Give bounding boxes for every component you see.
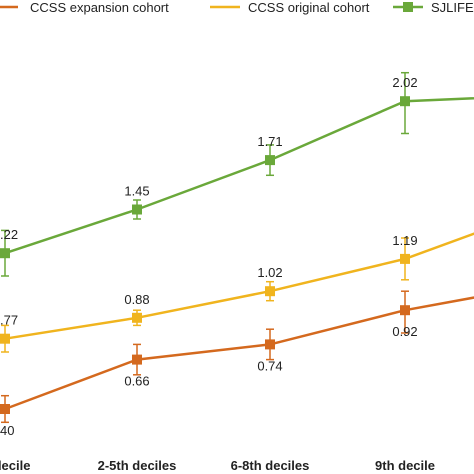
data-point <box>265 286 275 297</box>
data-label: 1.45 <box>124 184 149 199</box>
data-label: 0.88 <box>124 292 149 307</box>
legend-label: CCSS original cohort <box>248 0 370 15</box>
data-label: 1.19 <box>392 233 417 248</box>
series-line <box>4 97 474 255</box>
data-point <box>132 204 142 215</box>
data-label: 0.66 <box>124 374 149 389</box>
legend-item-ccss-expansion: CCSS expansion cohort <box>0 0 169 15</box>
data-label: 40 <box>0 423 14 438</box>
series-line <box>4 296 474 411</box>
data-point <box>265 155 275 166</box>
data-point <box>0 248 10 259</box>
data-label: 1.71 <box>257 134 282 149</box>
x-tick-label: 9th decile <box>375 458 435 473</box>
data-label: 0.92 <box>392 324 417 339</box>
data-point <box>0 404 10 414</box>
series-ccss-expansion-cohort <box>0 290 474 424</box>
data-point <box>132 354 142 365</box>
series-ccss-original-cohort <box>0 232 474 353</box>
data-point <box>400 305 410 316</box>
data-label: .77 <box>0 313 18 328</box>
legend-label: SJLIFE <box>431 0 474 15</box>
data-point <box>265 339 275 350</box>
data-label: 1.02 <box>257 265 282 280</box>
data-point <box>400 253 410 264</box>
x-tick-label: decile <box>0 458 30 473</box>
x-tick-label: 2-5th deciles <box>98 458 177 473</box>
x-tick-label: 6-8th deciles <box>231 458 310 473</box>
data-point <box>132 312 142 323</box>
data-label: 0.74 <box>257 358 282 373</box>
series-layer <box>0 71 474 424</box>
series-sjlife <box>0 71 474 277</box>
legend-item-ccss-original: CCSS original cohort <box>210 0 370 15</box>
data-label: 2.02 <box>392 75 417 90</box>
legend-item-sjlife: SJLIFE <box>393 0 474 15</box>
legend: CCSS expansion cohort CCSS original coho… <box>0 0 474 15</box>
legend-label: CCSS expansion cohort <box>30 0 169 15</box>
data-label: .22 <box>0 227 18 242</box>
data-point <box>400 96 410 107</box>
x-axis: decile 2-5th deciles 6-8th deciles 9th d… <box>0 458 435 473</box>
data-point <box>0 333 10 344</box>
data-label-layer: 40 0.66 0.74 0.92 .77 0.88 1.02 1.19 .22 1.45 1.71… <box>0 75 418 438</box>
